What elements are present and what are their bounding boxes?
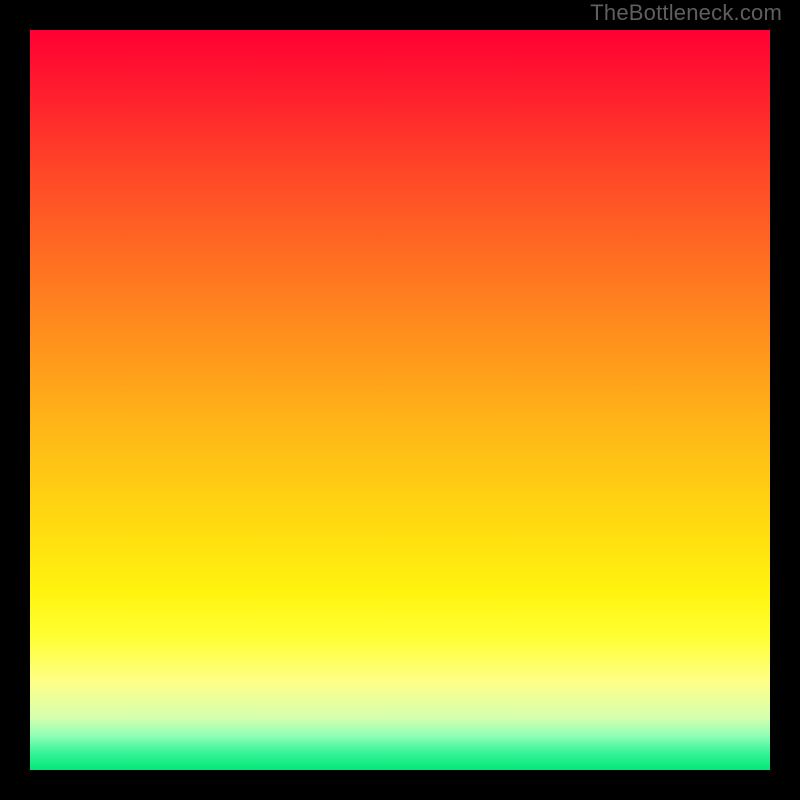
chart-frame: TheBottleneck.com (0, 0, 800, 800)
chart-background (30, 30, 770, 770)
bottleneck-chart (30, 30, 770, 770)
watermark-text: TheBottleneck.com (590, 0, 782, 26)
